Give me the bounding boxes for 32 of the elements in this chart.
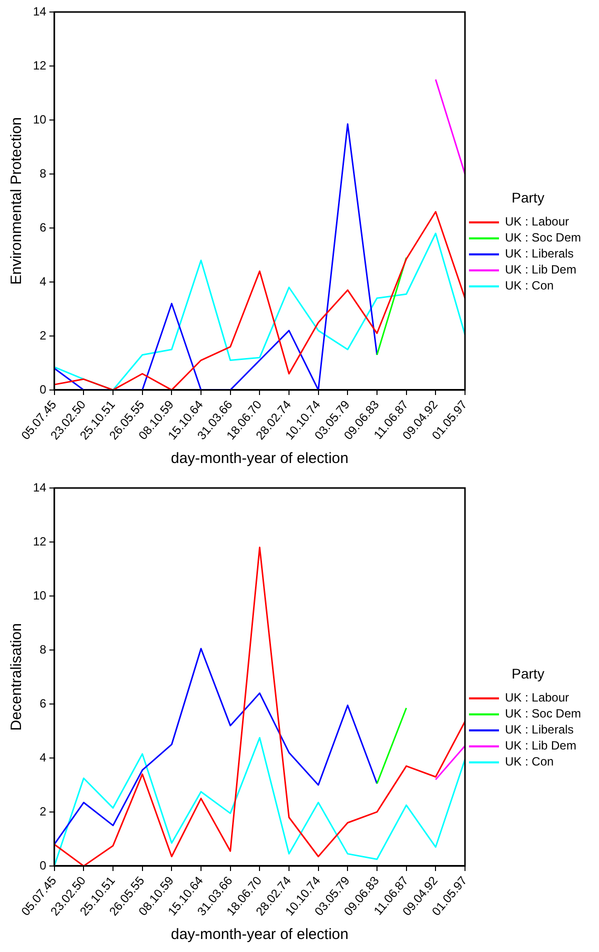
y-tick-label: 12 [32,534,47,548]
legend-label: UK : Con [504,754,554,769]
x-axis-title: day-month-year of election [170,926,348,944]
y-tick-label: 14 [32,4,47,18]
legend-title: Party [512,189,544,206]
y-axis-title: Decentralisation [8,623,26,731]
y-tick-label: 0 [40,858,47,872]
y-tick-label: 10 [32,112,47,126]
y-tick-label: 6 [40,220,47,234]
y-tick-label: 10 [32,588,47,602]
legend-label: UK : Labour [504,690,570,705]
y-tick-label: 14 [32,480,47,494]
y-axis-title: Environmental Protection [8,117,26,285]
x-axis-title: day-month-year of election [170,450,348,468]
legend-label: UK : Lib Dem [504,262,576,277]
legend-label: UK : Liberals [504,246,574,261]
y-tick-label: 4 [40,274,47,288]
y-tick-label: 8 [40,642,47,656]
legend-label: UK : Labour [504,214,570,229]
y-tick-label: 0 [40,382,47,396]
legend-label: UK : Con [504,278,554,293]
y-tick-label: 2 [40,804,47,818]
y-tick-label: 12 [32,58,47,72]
legend-label: UK : Soc Dem [504,706,582,721]
legend-title: Party [512,665,544,682]
y-tick-label: 2 [40,328,47,342]
legend-label: UK : Liberals [504,722,574,737]
legend-label: UK : Lib Dem [504,738,576,753]
legend-label: UK : Soc Dem [504,230,582,245]
y-tick-label: 4 [40,750,47,764]
y-tick-label: 6 [40,696,47,710]
y-tick-label: 8 [40,166,47,180]
